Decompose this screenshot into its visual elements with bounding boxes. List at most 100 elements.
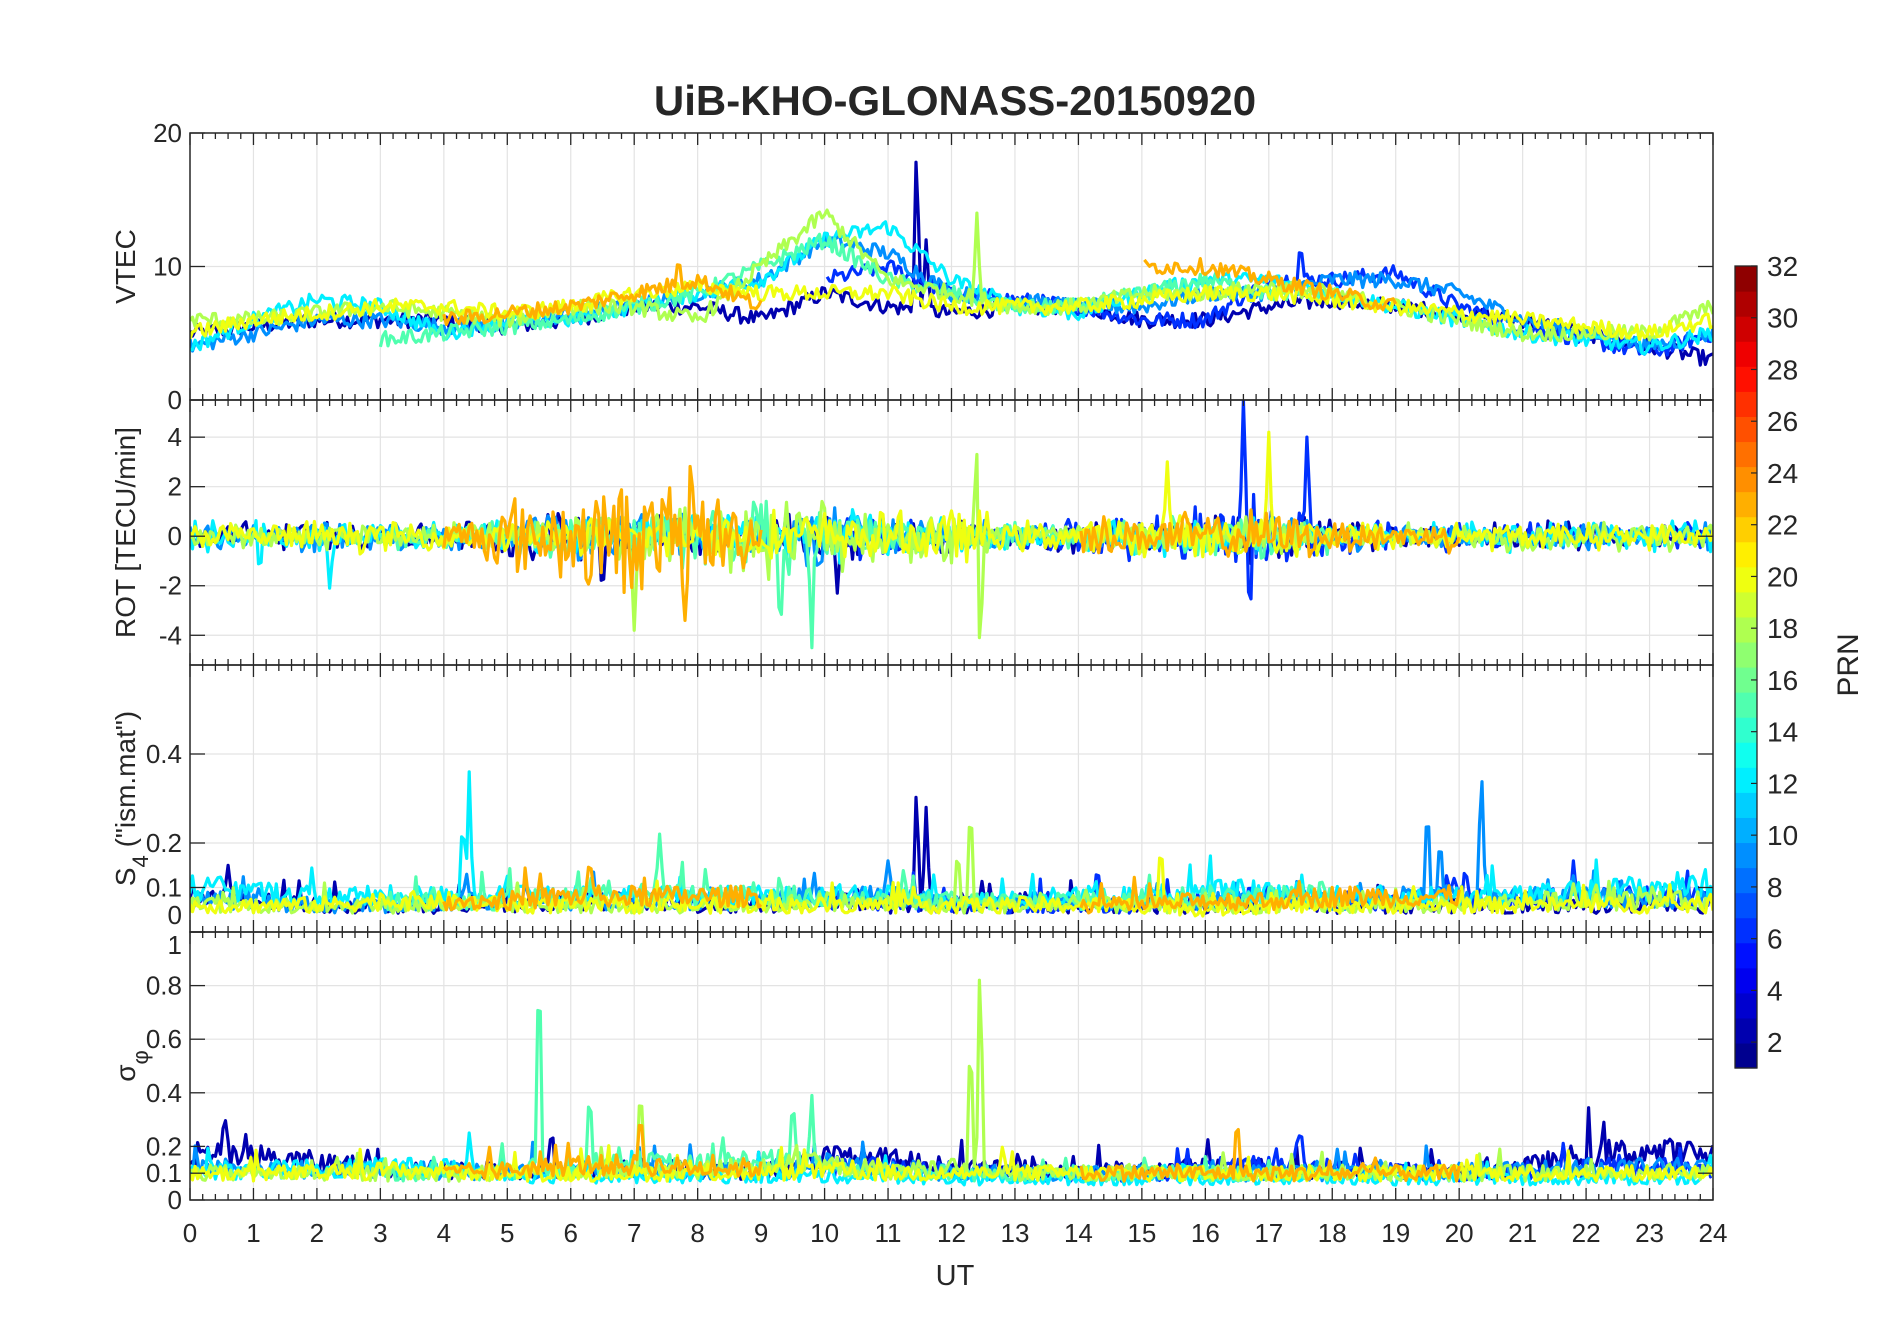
colorbar-tick-label: 22 bbox=[1767, 510, 1798, 541]
colorbar-tick-label: 24 bbox=[1767, 458, 1798, 489]
colorbar-swatch bbox=[1735, 291, 1757, 317]
colorbar-swatch bbox=[1735, 516, 1757, 543]
series-group bbox=[190, 400, 1713, 650]
x-tick-label: 2 bbox=[310, 1218, 324, 1248]
colorbar-swatch bbox=[1735, 817, 1757, 844]
colorbar-tick-label: 26 bbox=[1767, 406, 1798, 437]
x-tick-label: 9 bbox=[754, 1218, 768, 1248]
series-group bbox=[190, 770, 1713, 918]
colorbar-swatch bbox=[1735, 792, 1757, 818]
colorbar-swatch bbox=[1735, 641, 1757, 668]
series-line-s4-prn-23 bbox=[442, 865, 1461, 915]
x-tick-label: 11 bbox=[875, 1218, 902, 1248]
colorbar-tick-label: 28 bbox=[1767, 354, 1798, 385]
colorbar-swatch bbox=[1735, 316, 1757, 342]
y-tick-label: 0.4 bbox=[146, 1078, 182, 1108]
y-tick-label: 1 bbox=[168, 930, 182, 960]
y-tick-label: 0.2 bbox=[146, 828, 182, 858]
y-tick-label: 0.4 bbox=[146, 739, 182, 769]
colorbar-swatch bbox=[1735, 667, 1757, 693]
colorbar-tick-label: 18 bbox=[1767, 613, 1798, 644]
x-tick-label: 3 bbox=[373, 1218, 387, 1248]
x-tick-label: 22 bbox=[1572, 1218, 1601, 1248]
colorbar-swatch bbox=[1735, 717, 1757, 743]
series-line-vtec-prn-20 bbox=[190, 277, 1713, 342]
colorbar-swatch bbox=[1735, 591, 1757, 618]
colorbar-swatch bbox=[1735, 416, 1757, 443]
colorbar-swatch bbox=[1735, 491, 1757, 518]
x-tick-label: 16 bbox=[1191, 1218, 1220, 1248]
colorbar-tick-label: 8 bbox=[1767, 872, 1783, 903]
colorbar-swatch bbox=[1735, 892, 1757, 919]
x-tick-label: 12 bbox=[937, 1218, 966, 1248]
panel-rot: -4 -2 0 2 4 ROT [TECU/min] bbox=[110, 399, 1714, 666]
series-line-sigma-prn-15 bbox=[379, 1008, 1334, 1183]
x-tick-label: 18 bbox=[1318, 1218, 1347, 1248]
y-tick-label: 10 bbox=[153, 252, 182, 282]
x-tick-label: 13 bbox=[1000, 1218, 1029, 1248]
y-tick-label: 0.8 bbox=[146, 971, 182, 1001]
series-line-vtec-prn-15 bbox=[378, 232, 1334, 348]
colorbar-tick-label: 32 bbox=[1767, 251, 1798, 282]
y-axis-label-rot: ROT [TECU/min] bbox=[110, 427, 141, 638]
x-tick-label: 14 bbox=[1064, 1218, 1093, 1248]
x-tick-label: 19 bbox=[1381, 1218, 1410, 1248]
colorbar-tick-label: 4 bbox=[1767, 975, 1783, 1006]
colorbar-swatch bbox=[1735, 842, 1757, 869]
y-tick-label: 2 bbox=[168, 472, 182, 502]
x-tick-label: 15 bbox=[1127, 1218, 1156, 1248]
colorbar-tick-label: 30 bbox=[1767, 303, 1798, 334]
x-tick-label: 23 bbox=[1635, 1218, 1664, 1248]
x-tick-label: 0 bbox=[183, 1218, 197, 1248]
colorbar-label: PRN bbox=[1832, 633, 1865, 696]
colorbar-tick-label: 12 bbox=[1767, 768, 1798, 799]
y-axis-label-s4: S4 ("ism.mat") bbox=[110, 711, 153, 886]
y-tick-label: 0.6 bbox=[146, 1024, 182, 1054]
y-tick-label: -4 bbox=[159, 620, 182, 650]
colorbar-tick-label: 14 bbox=[1767, 717, 1798, 748]
y-tick-label: -2 bbox=[159, 571, 182, 601]
colorbar-swatch bbox=[1735, 742, 1757, 768]
colorbar-frame bbox=[1734, 265, 1758, 1069]
y-tick-label: 20 bbox=[153, 118, 182, 148]
y-tick-label: 0.1 bbox=[146, 1158, 182, 1188]
series-group bbox=[190, 978, 1713, 1187]
colorbar-tick-label: 2 bbox=[1767, 1027, 1783, 1058]
colorbar-swatch bbox=[1735, 266, 1757, 292]
colorbar-swatch bbox=[1735, 967, 1757, 994]
colorbar-swatch bbox=[1735, 391, 1757, 417]
y-tick-label: 0 bbox=[168, 1185, 182, 1215]
colorbar-swatch bbox=[1735, 466, 1757, 493]
colorbar-tick-label: 10 bbox=[1767, 820, 1798, 851]
colorbar-swatch bbox=[1735, 1017, 1757, 1044]
colorbar-swatch bbox=[1735, 341, 1757, 367]
series-line-rot-prn-20 bbox=[190, 430, 1713, 564]
x-tick-label: 24 bbox=[1699, 1218, 1728, 1248]
colorbar-swatch bbox=[1735, 942, 1757, 969]
panel-vtec: 0 10 20 VTEC bbox=[110, 118, 1714, 415]
series-line-sigma-prn-23 bbox=[442, 1123, 1461, 1183]
series-line-rot-prn-23 bbox=[442, 464, 1461, 622]
y-tick-label: 0 bbox=[168, 385, 182, 415]
series-group bbox=[190, 160, 1713, 367]
y-tick-label: 0 bbox=[168, 900, 182, 930]
x-tick-label: 1 bbox=[246, 1218, 260, 1248]
colorbar-swatch bbox=[1735, 917, 1757, 944]
colorbar-tick-label: 6 bbox=[1767, 924, 1783, 955]
colorbar-swatch bbox=[1735, 767, 1757, 793]
y-tick-label: 0.2 bbox=[146, 1131, 182, 1161]
colorbar-swatch bbox=[1735, 441, 1757, 468]
colorbar-swatch bbox=[1735, 616, 1757, 643]
x-tick-label: 5 bbox=[500, 1218, 514, 1248]
y-tick-label: 0 bbox=[168, 521, 182, 551]
chart-title: UiB-KHO-GLONASS-20150920 bbox=[654, 77, 1256, 124]
series-line-vtec-prn-23 bbox=[442, 257, 1398, 327]
x-tick-label: 10 bbox=[810, 1218, 839, 1248]
x-tick-label: 6 bbox=[564, 1218, 578, 1248]
y-axis-label-vtec: VTEC bbox=[110, 229, 141, 304]
x-tick-label: 7 bbox=[627, 1218, 641, 1248]
colorbar-swatch bbox=[1735, 541, 1757, 568]
